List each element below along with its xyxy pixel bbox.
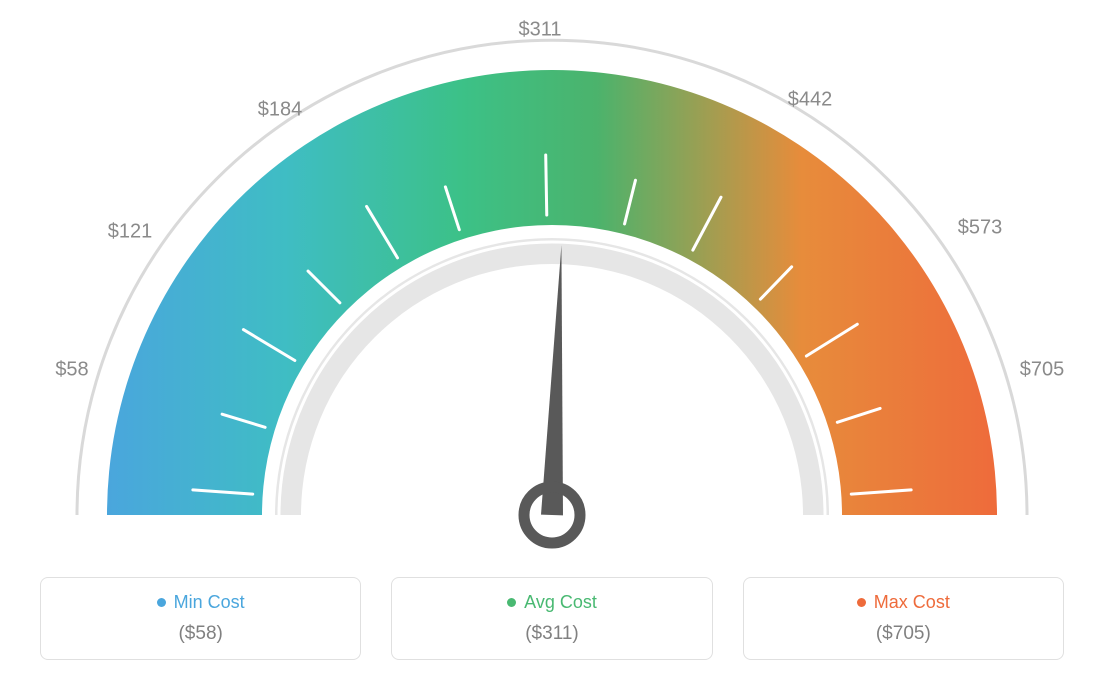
legend-min-label: Min Cost	[174, 592, 245, 613]
legend-card-max: Max Cost ($705)	[743, 577, 1064, 660]
legend-max-label: Max Cost	[874, 592, 950, 613]
legend-avg-value: ($311)	[402, 623, 701, 645]
gauge-tick-label: $311	[518, 19, 561, 42]
legend-avg-title: Avg Cost	[507, 592, 597, 613]
legend-max-title: Max Cost	[857, 592, 950, 613]
legend-min-title: Min Cost	[157, 592, 245, 613]
gauge-tick-label: $573	[958, 217, 1003, 240]
gauge-tick-label: $705	[1020, 359, 1065, 382]
cost-gauge-container: $58 $121 $184 $311 $442 $573 $705 Min Cost ($5…	[0, 0, 1104, 690]
legend-card-avg: Avg Cost ($311)	[391, 577, 712, 660]
gauge-tick-label: $58	[55, 359, 88, 382]
gauge-tick-label: $184	[258, 99, 303, 122]
legend-avg-label: Avg Cost	[524, 592, 597, 613]
dot-icon	[157, 598, 166, 607]
dot-icon	[507, 598, 516, 607]
legend-row: Min Cost ($58) Avg Cost ($311) Max Cost …	[40, 577, 1064, 660]
legend-min-value: ($58)	[51, 623, 350, 645]
gauge-chart: $58 $121 $184 $311 $442 $573 $705	[0, 0, 1104, 560]
gauge-tick-label: $442	[788, 89, 833, 112]
legend-max-value: ($705)	[754, 623, 1053, 645]
gauge-tick-label: $121	[108, 221, 153, 244]
dot-icon	[857, 598, 866, 607]
legend-card-min: Min Cost ($58)	[40, 577, 361, 660]
